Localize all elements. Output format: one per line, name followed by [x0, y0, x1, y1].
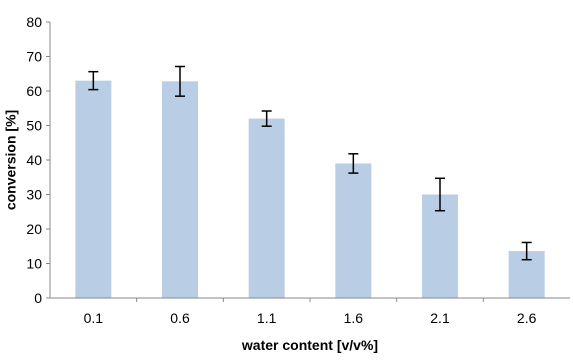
- error-bars-layer: [88, 65, 532, 261]
- y-tick-label: 40: [26, 152, 42, 168]
- y-axis-title: conversion [%]: [3, 110, 19, 210]
- error-bar: [435, 177, 445, 212]
- y-tick-label: 30: [26, 187, 42, 203]
- y-tick-label: 50: [26, 118, 42, 134]
- x-tick-label: 2.1: [430, 310, 450, 326]
- bar: [75, 80, 112, 299]
- y-tick-label: 0: [34, 290, 42, 306]
- y-ticks-layer: 0 10 20 30 40 50 60 70 80: [26, 14, 50, 306]
- x-tick-label: 0.6: [170, 310, 190, 326]
- x-tick-label: 1.1: [257, 310, 277, 326]
- y-tick-label: 20: [26, 221, 42, 237]
- error-bar: [175, 65, 185, 97]
- error-bar: [521, 241, 532, 261]
- bars-layer: [75, 80, 545, 299]
- y-tick-label: 80: [26, 14, 42, 30]
- bar: [162, 81, 198, 298]
- y-tick-label: 70: [26, 49, 42, 65]
- axes-layer: [49, 22, 570, 299]
- error-bar: [88, 70, 99, 91]
- bar: [335, 163, 372, 298]
- x-ticks-layer: 0.1 0.6 1.1 1.6 2.1 2.6: [84, 298, 537, 326]
- y-tick-label: 10: [26, 256, 42, 272]
- bar: [422, 194, 458, 298]
- error-bar: [261, 110, 272, 127]
- x-tick-label: 2.6: [517, 310, 537, 326]
- bar: [248, 118, 285, 298]
- x-tick-label: 0.1: [84, 310, 104, 326]
- error-bar: [348, 153, 359, 174]
- x-axis-title: water content [v/v%]: [241, 337, 378, 353]
- x-tick-label: 1.6: [344, 310, 364, 326]
- y-tick-label: 60: [26, 83, 42, 99]
